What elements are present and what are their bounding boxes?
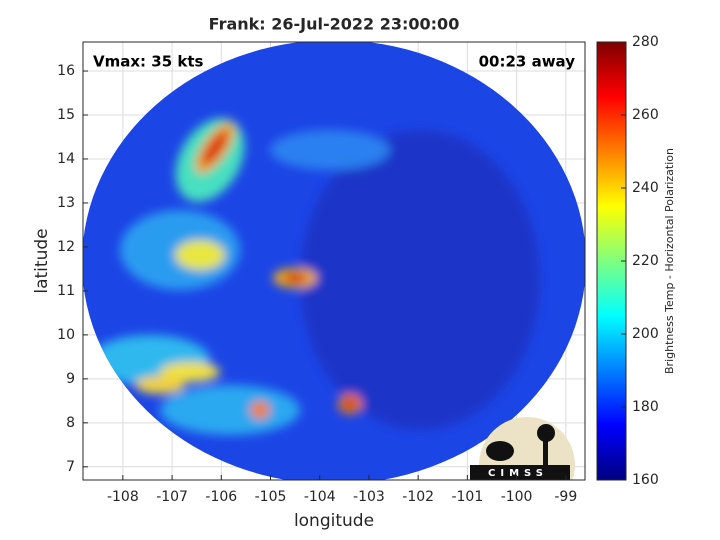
x-tick-label: -108 — [107, 489, 139, 505]
y-axis-label: latitude — [32, 228, 52, 293]
logo-text: CIMSS — [488, 468, 548, 479]
x-tick-label: -106 — [205, 489, 237, 505]
colorbar-tick-label: 160 — [632, 472, 659, 488]
x-axis-label: longitude — [294, 511, 374, 531]
colorbar-tick-label: 200 — [632, 326, 659, 342]
colorbar-tick-label: 220 — [632, 253, 659, 269]
y-tick-label: 8 — [66, 415, 75, 431]
y-tick-label: 7 — [66, 459, 75, 475]
colorbar-tick-label: 280 — [632, 34, 659, 50]
y-tick-label: 13 — [57, 195, 75, 211]
x-tick-label: -99 — [554, 489, 577, 505]
x-tick-label: -104 — [304, 489, 336, 505]
y-tick-label: 16 — [57, 63, 75, 79]
x-tick-label: -103 — [353, 489, 385, 505]
colorbar-tick-label: 240 — [632, 180, 659, 196]
y-tick-label: 9 — [66, 371, 75, 387]
chart-title: Frank: 26-Jul-2022 23:00:00 — [209, 15, 460, 34]
y-tick-label: 15 — [57, 107, 75, 123]
x-tick-label: -101 — [451, 489, 483, 505]
x-tick-label: -105 — [255, 489, 287, 505]
x-tick-label: -102 — [402, 489, 434, 505]
x-tick-label: -107 — [156, 489, 188, 505]
colorbar-tick-label: 260 — [632, 107, 659, 123]
y-tick-label: 11 — [57, 283, 75, 299]
annotation: 00:23 away — [479, 53, 576, 71]
plot-frame — [82, 41, 586, 481]
imagery: CIMSS — [83, 42, 585, 480]
annotation: Vmax: 35 kts — [93, 53, 203, 71]
colorbar-label: Brightness Temp - Horizontal Polarizatio… — [663, 148, 676, 374]
y-tick-label: 14 — [57, 151, 75, 167]
x-tick-label: -100 — [501, 489, 533, 505]
colorbar-tick-label: 180 — [632, 399, 659, 415]
y-tick-label: 12 — [57, 239, 75, 255]
y-tick-label: 10 — [57, 327, 75, 343]
